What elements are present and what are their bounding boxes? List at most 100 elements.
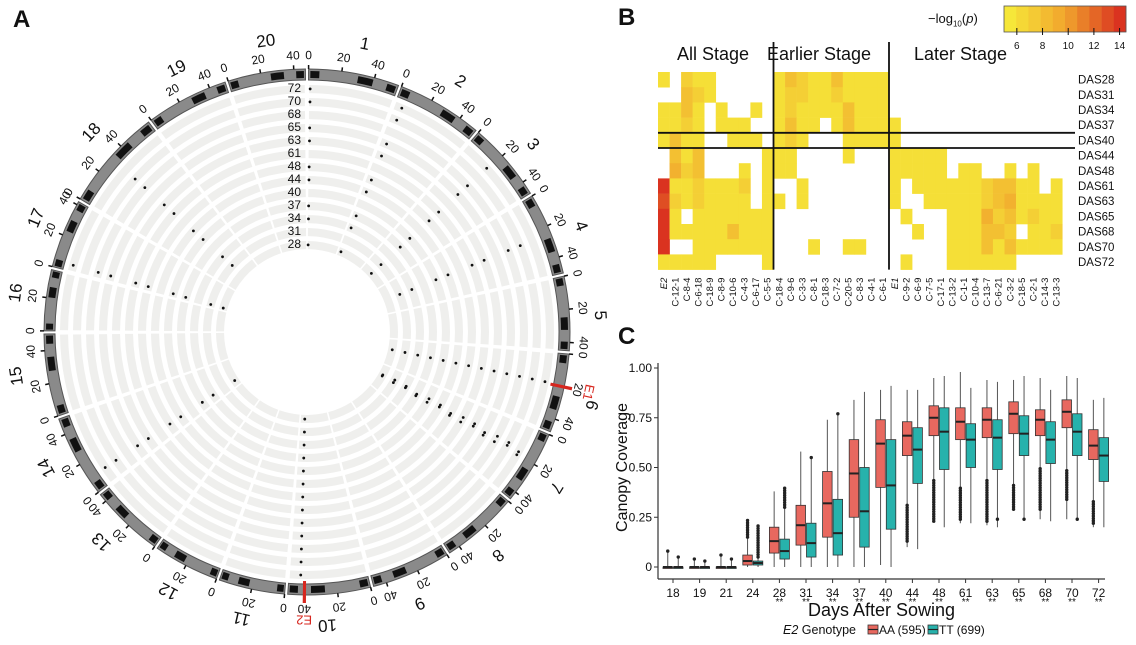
heatmap-legend-title: −log10(p)	[928, 11, 978, 29]
track-68-chr4	[489, 218, 523, 284]
outlier-point	[1011, 495, 1016, 500]
qtl-point	[530, 377, 534, 381]
track-65-chr7	[461, 410, 499, 464]
track-48-chr7	[431, 395, 463, 439]
chromosome-label: 20	[255, 30, 276, 51]
outlier-point	[745, 535, 750, 539]
tick-mark	[48, 264, 53, 268]
track-70-chr1	[309, 98, 388, 120]
outlier-point	[756, 555, 760, 559]
legend-swatch	[1028, 6, 1041, 32]
heatmap-cell	[750, 224, 763, 240]
tick-label: 0	[206, 584, 217, 600]
outlier-point	[756, 541, 760, 545]
track-72-chr8	[437, 486, 496, 540]
qtl-point	[446, 273, 450, 277]
chromosome-band	[191, 92, 207, 105]
heatmap-cell	[727, 132, 740, 149]
qtl-point	[211, 393, 215, 397]
qtl-point	[300, 534, 304, 538]
chromosome-band	[310, 585, 326, 593]
heatmap-cell	[958, 239, 971, 255]
heatmap-cell	[715, 178, 728, 194]
track-65-chr11	[238, 520, 290, 540]
heatmap-cell	[669, 193, 682, 210]
tick-mark	[563, 274, 569, 277]
x-tick-label: 40	[879, 586, 893, 600]
heatmap-cell	[785, 148, 797, 164]
track-68-chr20	[241, 111, 306, 129]
chromosome-band	[559, 354, 567, 364]
qtl-point	[429, 356, 432, 360]
tick-label: 40	[382, 587, 399, 604]
heatmap-cell	[773, 193, 786, 210]
track-34-chr12	[240, 421, 270, 442]
track-72-chr9	[368, 534, 438, 571]
heatmap-cell	[1004, 254, 1017, 270]
heatmap-cell	[1050, 193, 1063, 210]
qtl-point	[233, 379, 237, 382]
qtl-point	[136, 444, 139, 448]
outlier-point	[1038, 488, 1042, 492]
track-28-chr8	[352, 385, 377, 409]
track-40-chr13	[194, 415, 229, 449]
qtl-point	[307, 217, 310, 221]
track-31-chr6	[395, 340, 411, 372]
track-label: 44	[288, 172, 302, 186]
heatmap-cell	[692, 193, 705, 210]
chromosome-band	[69, 437, 82, 453]
qtl-point	[146, 437, 150, 440]
outlier-point	[782, 491, 787, 495]
track-68-chr17	[93, 223, 122, 279]
chromosome-band	[446, 540, 457, 551]
significance-label: **	[962, 597, 970, 608]
row-label: DAS63	[1078, 196, 1114, 208]
track-label: 34	[288, 211, 302, 225]
tick-mark	[249, 588, 253, 594]
qtl-point	[506, 249, 510, 252]
qtl-point	[299, 560, 303, 564]
track-48-chr18	[161, 197, 210, 251]
outlier-point	[756, 524, 760, 528]
box-aa	[1035, 409, 1046, 437]
outlier-point	[905, 508, 909, 512]
tick-mark	[459, 114, 464, 119]
track-72-chr11	[225, 557, 286, 579]
outlier-point	[932, 490, 936, 495]
track-65-chr17	[105, 229, 134, 282]
heatmap-cell	[958, 208, 971, 225]
track-65-chr10	[292, 526, 357, 540]
chromosome-band	[289, 585, 299, 593]
heatmap-cell	[912, 148, 924, 164]
qtl-point	[349, 226, 353, 230]
track-34-chr10	[298, 437, 335, 450]
outlier-point	[756, 531, 760, 535]
qtl-point	[470, 263, 474, 267]
qtl-point	[201, 238, 205, 241]
track-72-chr16	[60, 274, 75, 331]
chromosome-band	[543, 237, 556, 254]
heatmap-cell	[761, 193, 774, 210]
heatmap-cell	[1027, 239, 1040, 255]
outlier-point	[1038, 500, 1042, 504]
outlier-point	[1065, 483, 1069, 487]
outlier-point	[1065, 478, 1069, 482]
chromosome-band	[148, 533, 159, 544]
qtl-point	[306, 243, 310, 247]
track-40-chr9	[341, 446, 383, 471]
tick-mark	[431, 96, 435, 101]
track-44-chr5	[451, 299, 463, 343]
column-label: C-4-3	[740, 278, 751, 302]
chromosome-band	[552, 263, 561, 274]
outlier-point	[809, 455, 813, 460]
track-70-chr11	[229, 545, 288, 566]
heatmap-cell	[808, 102, 820, 118]
track-72-chr6	[528, 352, 554, 425]
track-44-chr16	[151, 295, 164, 331]
track-31-chr2	[341, 235, 374, 259]
track-34-chr15	[190, 333, 204, 370]
heatmap-cell	[692, 102, 705, 118]
qtl-point	[467, 364, 471, 368]
qtl-point	[398, 293, 402, 296]
tick-label: 20	[41, 221, 59, 239]
